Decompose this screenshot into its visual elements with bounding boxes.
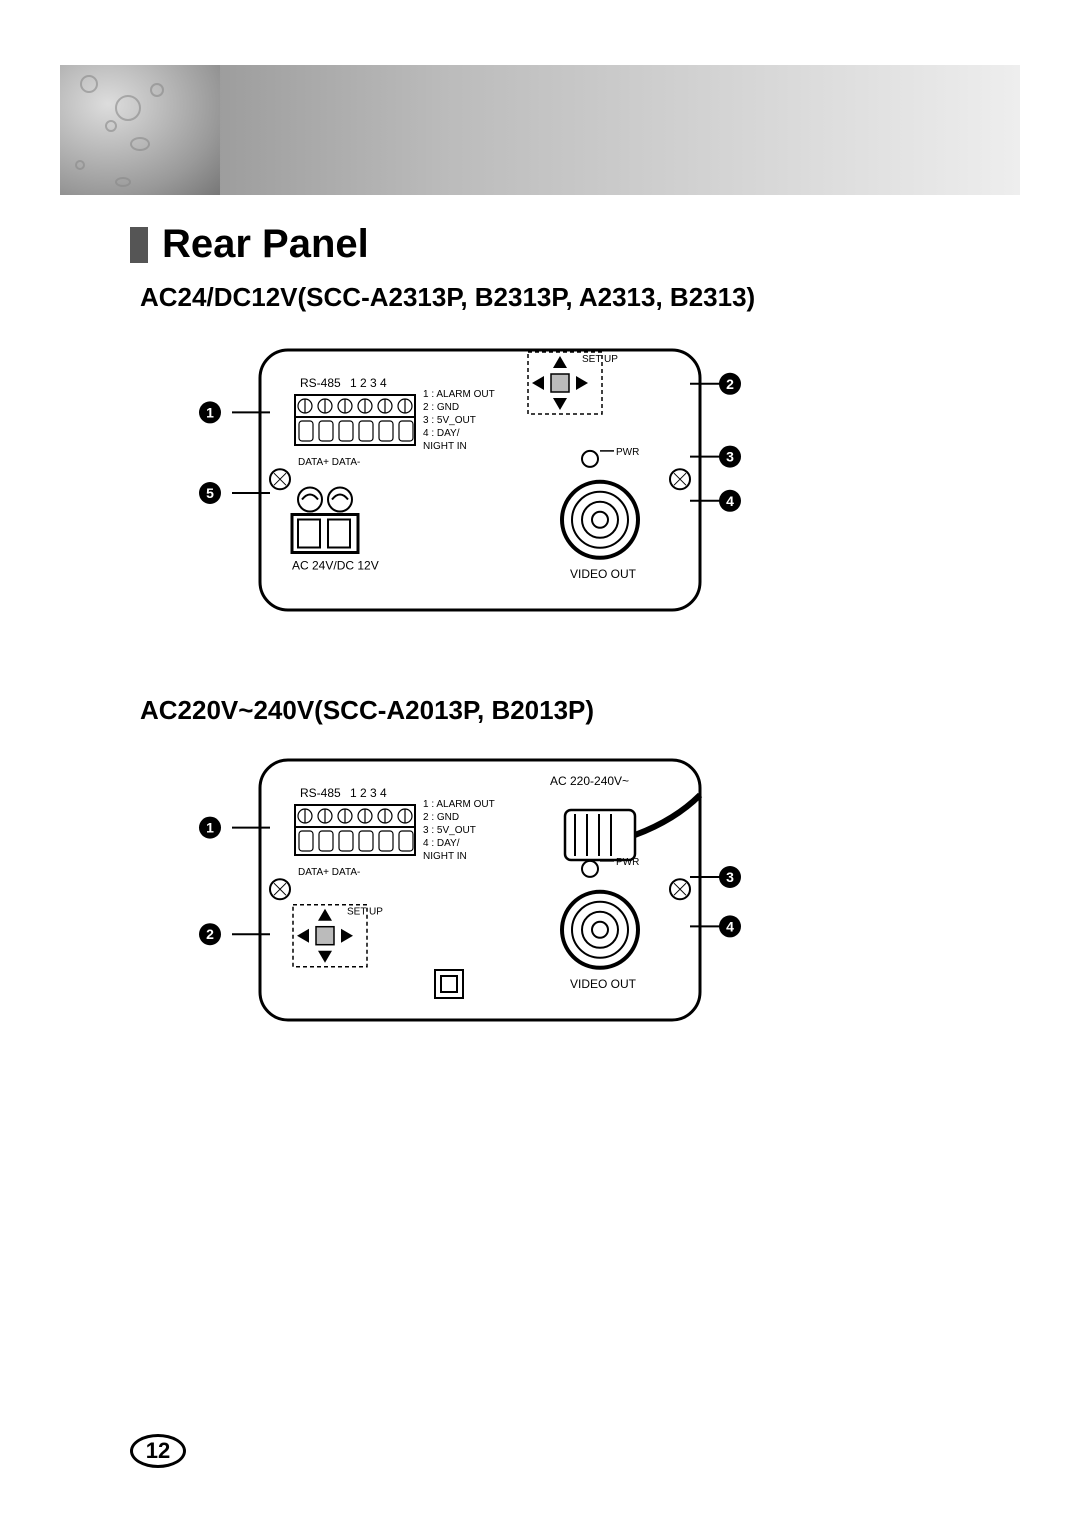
setup-label: SET UP xyxy=(347,907,383,918)
power-label: AC 24V/DC 12V xyxy=(292,559,379,573)
pin-legend-2: 3 : 5V_OUT xyxy=(423,825,476,836)
pin-legend-4: NIGHT IN xyxy=(423,441,467,452)
section-title: Rear Panel xyxy=(130,222,369,267)
callout-bullet-2: 2 xyxy=(199,923,221,945)
rear-panel-diagram-b: RS-485 1 2 3 4 1 : ALARM OUT 2 : GND 3 : 5V_… xyxy=(240,750,720,1040)
data-label: DATA+ DATA- xyxy=(298,867,360,878)
pin-legend-4: NIGHT IN xyxy=(423,851,467,862)
callout-bullet-3: 3 xyxy=(719,446,741,468)
pwr-label: PWR xyxy=(616,857,639,868)
pin-legend-2: 3 : 5V_OUT xyxy=(423,415,476,426)
pin-legend-3: 4 : DAY/ xyxy=(423,428,460,439)
pwr-label: PWR xyxy=(616,447,639,458)
callout-bullet-1: 1 xyxy=(199,401,221,423)
pin-legend-0: 1 : ALARM OUT xyxy=(423,799,495,810)
callout-bullet-2: 2 xyxy=(719,373,741,395)
video-out-connector-icon xyxy=(562,482,638,558)
subheading-b: AC220V~240V(SCC-A2013P, B2013P) xyxy=(140,695,594,726)
video-out-label: VIDEO OUT xyxy=(570,567,637,581)
svg-text:3: 3 xyxy=(726,449,734,465)
subheading-a: AC24/DC12V(SCC-A2313P, B2313P, A2313, B2… xyxy=(140,282,755,313)
screw-icon xyxy=(670,879,690,899)
page-number: 12 xyxy=(130,1434,186,1468)
setup-label: SET UP xyxy=(582,354,618,365)
pin-legend-1: 2 : GND xyxy=(423,402,459,413)
banner-tab xyxy=(60,65,220,195)
title-bullet-icon xyxy=(130,227,148,263)
video-out-connector-icon xyxy=(562,892,638,968)
screw-icon xyxy=(670,469,690,489)
callout-bullet-3: 3 xyxy=(719,866,741,888)
rear-panel-diagram-a: RS-485 1 2 3 4 1 : ALARM OUT 2 : GND 3 : 5V_… xyxy=(240,340,720,630)
pin-numbers: 1 2 3 4 xyxy=(350,786,387,800)
svg-text:4: 4 xyxy=(726,493,734,509)
section-title-text: Rear Panel xyxy=(162,222,369,267)
screw-icon xyxy=(270,469,290,489)
rs485-label: RS-485 xyxy=(300,376,341,390)
power-terminal-icon xyxy=(292,488,358,553)
rs485-label: RS-485 xyxy=(300,786,341,800)
ac-plug-icon xyxy=(565,795,700,860)
screw-icon xyxy=(270,879,290,899)
pin-legend-3: 4 : DAY/ xyxy=(423,838,460,849)
page-header-banner xyxy=(60,65,1020,195)
video-out-label: VIDEO OUT xyxy=(570,977,637,991)
ac-top-label: AC 220-240V~ xyxy=(550,774,629,788)
pwr-led-icon xyxy=(582,451,598,467)
callout-bullet-5: 5 xyxy=(199,482,221,504)
callout-bullet-1: 1 xyxy=(199,817,221,839)
pin-legend-1: 2 : GND xyxy=(423,812,459,823)
data-label: DATA+ DATA- xyxy=(298,457,360,468)
class2-symbol-icon xyxy=(435,970,463,998)
svg-text:5: 5 xyxy=(206,485,214,501)
svg-text:2: 2 xyxy=(206,926,214,942)
svg-text:3: 3 xyxy=(726,869,734,885)
svg-text:1: 1 xyxy=(206,404,214,420)
pin-legend-0: 1 : ALARM OUT xyxy=(423,389,495,400)
svg-text:2: 2 xyxy=(726,376,734,392)
svg-text:4: 4 xyxy=(726,918,734,934)
pwr-led-icon xyxy=(582,861,598,877)
callout-bullet-4: 4 xyxy=(719,915,741,937)
svg-text:1: 1 xyxy=(206,820,214,836)
callout-bullet-4: 4 xyxy=(719,490,741,512)
pin-numbers: 1 2 3 4 xyxy=(350,376,387,390)
